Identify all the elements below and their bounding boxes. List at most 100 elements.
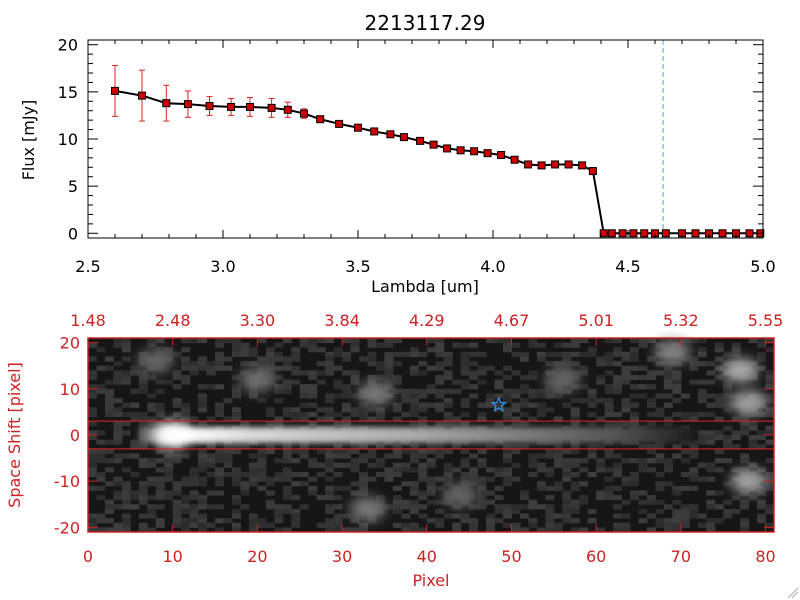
noise-cell (443, 476, 453, 482)
noise-cell (215, 527, 225, 533)
noise-cell (646, 384, 656, 390)
noise-cell (206, 462, 216, 468)
noise-cell (630, 495, 639, 501)
noise-cell (655, 458, 665, 464)
noise-cell (680, 471, 690, 478)
noise-cell (630, 356, 639, 362)
noise-cell (587, 347, 597, 353)
noise-cell (604, 495, 614, 501)
noise-cell (231, 388, 241, 394)
resize-grip-icon[interactable] (787, 587, 799, 599)
noise-cell (460, 342, 470, 348)
noise-cell (401, 527, 411, 533)
noise-cell (392, 444, 402, 450)
noise-cell (502, 374, 512, 381)
image-wavelength-ticks: 1.48 2.48 3.30 3.84 4.29 4.67 5.01 5.32 5.55 (70, 311, 783, 346)
noise-cell (562, 342, 572, 348)
noise-cell (613, 467, 623, 473)
noise-cell (375, 471, 385, 478)
noise-cell (477, 495, 487, 501)
noise-cell (198, 513, 208, 519)
data-point (354, 123, 362, 132)
noise-cell (104, 508, 114, 515)
noise-cell (426, 444, 436, 450)
noise-cell (443, 388, 453, 394)
noise-cell (740, 527, 750, 533)
noise-cell (570, 361, 580, 367)
spectral-trace (138, 427, 698, 443)
noise-cell (714, 374, 724, 381)
noise-cell (342, 462, 352, 468)
noise-cell (486, 444, 496, 450)
noise-cell (155, 518, 165, 524)
noise-cell (172, 499, 182, 505)
noise-cell (164, 347, 174, 353)
noise-cell (494, 504, 504, 510)
noise-cell (325, 458, 335, 464)
noise-cell (502, 407, 512, 413)
noise-cell (536, 388, 546, 394)
noise-cell (621, 398, 631, 404)
noise-cell (553, 393, 563, 399)
noise-cell (198, 384, 208, 390)
noise-cell (308, 370, 318, 376)
data-point (246, 102, 254, 111)
noise-cell (621, 499, 631, 505)
noise-cell (672, 508, 682, 515)
noise-cell (248, 347, 258, 353)
noise-cell (706, 393, 716, 399)
noise-cell (155, 444, 165, 450)
noise-cell (748, 421, 758, 427)
noise-cell (274, 351, 284, 357)
noise-cell (113, 453, 123, 459)
noise-cell (113, 522, 123, 528)
noise-cell (291, 351, 301, 357)
noise-cell (502, 411, 512, 418)
noise-cell (231, 444, 241, 450)
noise-cell (435, 402, 445, 408)
noise-cell (545, 467, 555, 473)
noise-cell (502, 416, 512, 422)
noise-cell (452, 421, 462, 427)
noise-cell (138, 444, 148, 450)
noise-cell (130, 416, 140, 422)
noise-cell (215, 518, 225, 524)
image-blob (654, 339, 691, 364)
noise-cell (706, 518, 716, 524)
noise-cell (113, 361, 123, 367)
noise-cell (325, 518, 335, 524)
noise-cell (663, 402, 673, 408)
noise-cell (130, 490, 140, 496)
noise-cell (308, 490, 318, 496)
noise-cell (96, 430, 106, 436)
noise-cell (130, 411, 140, 418)
noise-cell (536, 407, 546, 413)
noise-cell (765, 522, 775, 528)
noise-cell (257, 485, 267, 491)
noise-cell (359, 458, 368, 464)
noise-cell (502, 504, 512, 510)
noise-cell (545, 407, 555, 413)
top-tick-label: 3.30 (240, 311, 276, 330)
noise-cell (189, 518, 199, 524)
noise-cell (147, 504, 157, 510)
noise-cell (104, 402, 114, 408)
noise-cell (130, 444, 140, 450)
noise-cell (486, 499, 496, 505)
noise-cell (740, 490, 750, 496)
noise-cell (723, 444, 733, 450)
noise-cell (223, 398, 233, 404)
noise-cell (333, 485, 343, 491)
noise-cell (121, 379, 131, 385)
noise-cell (409, 370, 419, 376)
noise-cell (697, 411, 707, 418)
noise-cell (274, 518, 284, 524)
noise-cell (172, 504, 182, 510)
noise-cell (215, 407, 225, 413)
data-point (111, 86, 119, 95)
noise-cell (248, 467, 258, 473)
noise-cell (426, 388, 436, 394)
noise-cell (121, 342, 131, 348)
noise-cell (350, 379, 360, 385)
noise-cell (121, 495, 131, 501)
